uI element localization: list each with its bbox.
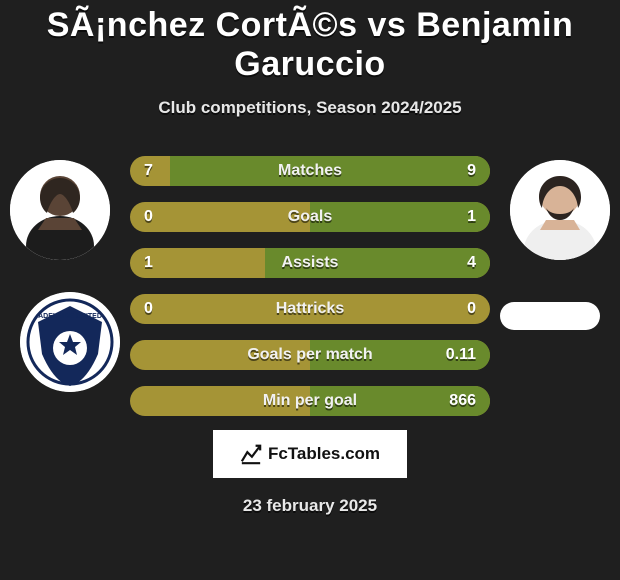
- person-icon: [510, 160, 610, 260]
- stat-value-right: 0.11: [446, 340, 476, 370]
- stat-value-right: 0: [467, 294, 476, 324]
- stat-value-right: 9: [467, 156, 476, 186]
- stat-fill-right: [310, 248, 490, 278]
- stat-fill-right: [310, 156, 490, 186]
- stat-row: Matches79: [130, 156, 490, 186]
- comparison-stage: ADELAIDE UNITED Matches79Goals01Assists1…: [0, 146, 620, 426]
- stat-fill-left: [265, 248, 310, 278]
- player-left-club-badge: ADELAIDE UNITED: [20, 292, 120, 392]
- chart-icon: [240, 443, 262, 465]
- player-left-avatar: [10, 160, 110, 260]
- stat-value-left: 0: [144, 294, 153, 324]
- stat-row: Hattricks00: [130, 294, 490, 324]
- player-right-avatar: [510, 160, 610, 260]
- stat-value-left: 7: [144, 156, 153, 186]
- comparison-title: SÃ¡nchez CortÃ©s vs Benjamin Garuccio: [0, 0, 620, 84]
- stat-value-left: 1: [144, 248, 153, 278]
- club-badge-icon: ADELAIDE UNITED: [20, 292, 120, 392]
- stat-value-left: 0: [144, 202, 153, 232]
- stat-row: Goals01: [130, 202, 490, 232]
- stat-row: Assists14: [130, 248, 490, 278]
- stat-value-right: 1: [467, 202, 476, 232]
- stat-row: Goals per match0.11: [130, 340, 490, 370]
- comparison-subtitle: Club competitions, Season 2024/2025: [0, 98, 620, 118]
- stat-fill-right: [310, 202, 490, 232]
- footer-date: 23 february 2025: [0, 496, 620, 516]
- brand-text: FcTables.com: [268, 444, 380, 464]
- player-right-club-badge: [500, 302, 600, 330]
- stat-row: Min per goal866: [130, 386, 490, 416]
- stat-value-right: 4: [467, 248, 476, 278]
- brand-badge: FcTables.com: [213, 430, 407, 478]
- svg-text:ADELAIDE UNITED: ADELAIDE UNITED: [38, 313, 102, 320]
- stat-bars: Matches79Goals01Assists14Hattricks00Goal…: [130, 156, 490, 432]
- stat-fill-left: [170, 156, 310, 186]
- person-icon: [10, 160, 110, 260]
- stat-value-right: 866: [449, 386, 476, 416]
